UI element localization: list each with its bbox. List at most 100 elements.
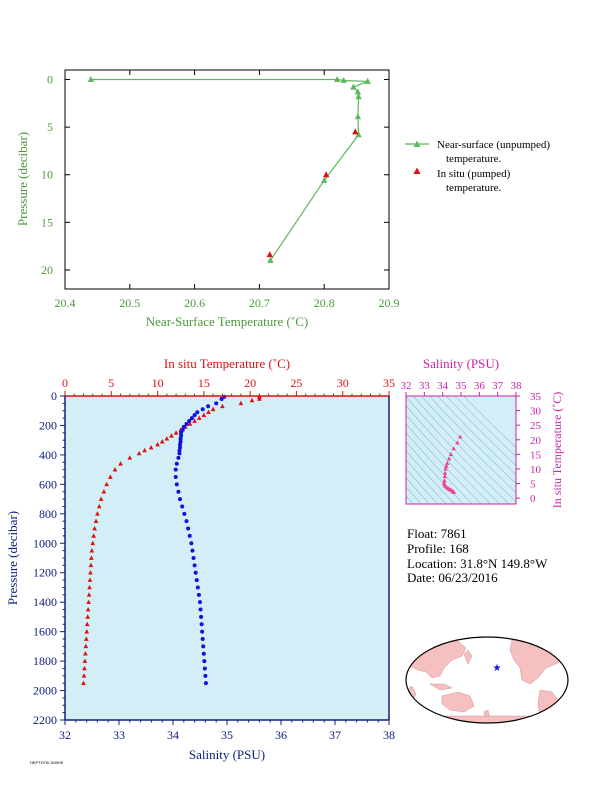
- info-location: Location: 31.8°N 149.8°W: [407, 556, 548, 571]
- p2-ytick-label: 1800: [33, 654, 57, 668]
- ts-point: [444, 463, 449, 468]
- temperature-point: [238, 400, 244, 406]
- p2-temp-tick-label: 15: [198, 376, 210, 390]
- p3-temp-tick-label: 30: [530, 406, 542, 418]
- p1-xtick-label: 20.5: [119, 296, 140, 310]
- unpumped-point: [355, 93, 362, 100]
- p1-xtick-label: 20.7: [249, 296, 270, 310]
- temperature-point: [81, 673, 87, 678]
- salinity-point: [178, 442, 183, 447]
- salinity-point: [191, 556, 196, 560]
- p2-bottom-xlabel: Salinity (PSU): [189, 747, 265, 762]
- temperature-point: [206, 409, 211, 415]
- p2-sal-tick-label: 37: [329, 728, 341, 742]
- salinity-point: [178, 436, 183, 441]
- temperature-point: [83, 643, 89, 649]
- pumped-point: [266, 251, 273, 258]
- p3-temp-tick-label: 25: [530, 420, 542, 432]
- temperature-point: [91, 533, 97, 538]
- salinity-point: [176, 455, 181, 460]
- p1-xlabel: Near-Surface Temperature (˚C): [146, 314, 308, 329]
- p2-ytick-label: 1400: [33, 595, 57, 609]
- temperature-point: [93, 518, 99, 524]
- land-indonesia: [429, 683, 453, 691]
- temperature-point: [87, 577, 93, 582]
- pumped-point: [352, 128, 359, 135]
- p1-xtick-label: 20.4: [55, 296, 76, 310]
- p1-ytick-label: 15: [41, 215, 53, 229]
- p2-sal-tick-label: 33: [113, 728, 125, 742]
- salinity-point: [193, 570, 198, 575]
- p2-temp-tick-label: 35: [383, 376, 395, 390]
- unpumped-point: [350, 83, 357, 90]
- temperature-point: [155, 442, 160, 447]
- salinity-point: [214, 401, 219, 406]
- unpumped-point: [355, 131, 362, 138]
- p2-ytick-label: 2000: [33, 684, 57, 698]
- p2-temp-tick-label: 20: [244, 376, 256, 390]
- temperature-point: [85, 614, 91, 619]
- salinity-point: [173, 467, 178, 472]
- legend-unpumped-1: Near-surface (unpumped): [437, 139, 550, 151]
- salinity-point: [200, 637, 205, 641]
- temperature-point: [83, 636, 89, 641]
- salinity-point: [182, 511, 187, 516]
- p2-temp-tick-label: 30: [337, 376, 349, 390]
- temperature-point: [81, 680, 86, 686]
- temperature-point: [108, 474, 113, 479]
- p2-ytick-label: 0: [51, 389, 57, 403]
- salinity-point: [202, 666, 207, 671]
- p1-ytick-label: 10: [41, 168, 53, 182]
- p1-ytick-label: 20: [41, 263, 53, 277]
- salinity-point: [177, 448, 182, 453]
- salinity-point: [203, 681, 208, 686]
- temperature-point: [92, 525, 97, 531]
- salinity-point: [201, 644, 206, 649]
- p2-temp-tick-label: 0: [62, 376, 68, 390]
- temperature-point: [201, 412, 207, 417]
- salinity-point: [206, 404, 211, 409]
- land-australia: [441, 691, 475, 713]
- temperature-point: [89, 555, 94, 560]
- pumped-point: [322, 171, 330, 178]
- info-float: Float: 7861: [407, 526, 467, 541]
- p2-ytick-label: 1000: [33, 536, 57, 550]
- salinity-point: [189, 416, 194, 421]
- p2-temp-tick-label: 25: [290, 376, 302, 390]
- temperature-point: [90, 540, 96, 546]
- salinity-point: [187, 419, 192, 424]
- salinity-point: [219, 396, 224, 401]
- unpumped-point: [364, 77, 371, 84]
- p3-temp-tick-label: 15: [530, 449, 542, 461]
- land-japan: [463, 649, 473, 665]
- ts-point: [451, 446, 456, 451]
- salinity-point: [190, 548, 195, 553]
- p1-legend: Near-surface (unpumped) temperature. In …: [405, 139, 550, 194]
- ts-point: [455, 440, 460, 445]
- p3-sal-tick-label: 35: [456, 380, 468, 392]
- temperature-point: [101, 489, 107, 494]
- p2-ytick-label: 200: [39, 418, 57, 432]
- p2-ytick-label: 600: [39, 477, 57, 491]
- ts-point: [442, 470, 448, 475]
- p1-ytick-label: 0: [47, 73, 53, 87]
- info-date: Date: 06/23/2016: [407, 570, 498, 585]
- unpumped-point: [334, 76, 341, 82]
- salinity-point: [179, 430, 184, 435]
- p2-sal-tick-label: 36: [275, 728, 287, 742]
- salinity-point: [201, 651, 206, 656]
- temperature-point: [82, 665, 87, 671]
- ts-point: [442, 473, 448, 478]
- float-info: Float: 7861 Profile: 168 Location: 31.8°…: [407, 526, 548, 585]
- salinity-point: [180, 504, 185, 509]
- temperature-point: [104, 481, 109, 487]
- p3-top-xlabel: Salinity (PSU): [423, 356, 499, 371]
- salinity-point: [200, 407, 205, 412]
- float-location-marker: ★: [493, 663, 502, 674]
- salinity-point: [194, 578, 199, 583]
- p3-sal-tick-label: 36: [474, 380, 486, 392]
- ts-point: [451, 489, 457, 495]
- salinity-point: [195, 585, 200, 590]
- temperature-point: [257, 396, 262, 401]
- p2-ytick-label: 400: [39, 448, 57, 462]
